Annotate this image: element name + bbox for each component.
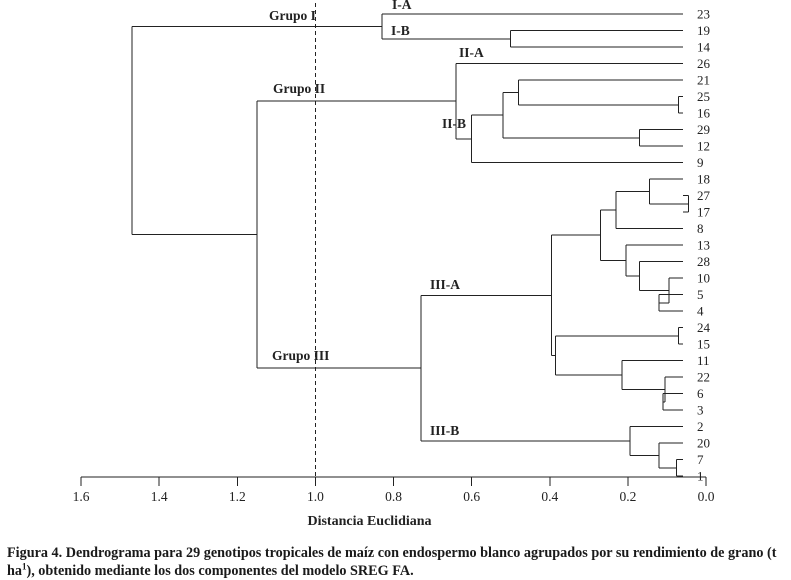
leaf-label: 18 [697, 172, 710, 187]
cluster-label: Grupo III [272, 348, 329, 363]
x-axis-title: Distancia Euclidiana [307, 514, 431, 529]
x-tick-label: 0.6 [463, 489, 480, 504]
leaf-label: 24 [697, 320, 711, 335]
dendrogram-chart: 2319142621251629129182717813281054241511… [73, 0, 715, 529]
leaf-label: 21 [697, 73, 710, 88]
caption-text: Figura 4. Dendrograma para 29 genotipos … [7, 545, 777, 579]
leaf-label: 7 [697, 452, 704, 467]
x-tick-label: 0.4 [541, 489, 558, 504]
cluster-label: II-B [442, 116, 466, 131]
leaf-label: 17 [697, 205, 711, 220]
leaf-label: 11 [697, 353, 710, 368]
leaf-label: 12 [697, 139, 710, 154]
x-tick-label: 0.8 [385, 489, 402, 504]
leaf-label: 19 [697, 23, 710, 38]
leaf-label: 10 [697, 271, 710, 286]
x-tick-label: 0.0 [698, 489, 715, 504]
leaf-label: 6 [697, 386, 704, 401]
leaf-label: 4 [697, 304, 704, 319]
leaf-label: 22 [697, 370, 710, 385]
leaf-label: 20 [697, 436, 710, 451]
leaf-label: 25 [697, 89, 710, 104]
x-tick-label: 1.0 [307, 489, 324, 504]
leaf-label: 15 [697, 337, 710, 352]
caption-superscript: 1 [21, 561, 27, 572]
figure-caption: Figura 4. Dendrograma para 29 genotipos … [7, 544, 789, 580]
x-tick-label: 1.4 [151, 489, 168, 504]
leaf-label: 28 [697, 254, 710, 269]
leaf-label: 16 [697, 106, 711, 121]
x-tick-label: 0.2 [619, 489, 636, 504]
leaf-label: 26 [697, 56, 711, 71]
cluster-label: III-A [430, 277, 460, 292]
x-tick-label: 1.2 [229, 489, 246, 504]
leaf-label: 2 [697, 419, 704, 434]
x-tick-label: 1.6 [73, 489, 90, 504]
leaf-label: 1 [697, 469, 704, 484]
leaf-label: 29 [697, 122, 710, 137]
cluster-label: I-A [392, 0, 412, 12]
cluster-label: I-B [391, 23, 410, 38]
caption-text-end: ), obtenido mediante los dos componentes… [26, 563, 414, 579]
leaf-label: 14 [697, 40, 711, 55]
cluster-label: Grupo I [269, 8, 316, 23]
leaf-label: 9 [697, 155, 704, 170]
leaf-label: 3 [697, 403, 704, 418]
leaf-label: 8 [697, 221, 704, 236]
cluster-label: Grupo II [273, 81, 325, 96]
cluster-label: II-A [459, 45, 484, 60]
leaf-label: 5 [697, 287, 704, 302]
leaf-label: 13 [697, 238, 710, 253]
leaf-label: 27 [697, 188, 711, 203]
leaf-label: 23 [697, 7, 710, 22]
cluster-label: III-B [430, 423, 459, 438]
